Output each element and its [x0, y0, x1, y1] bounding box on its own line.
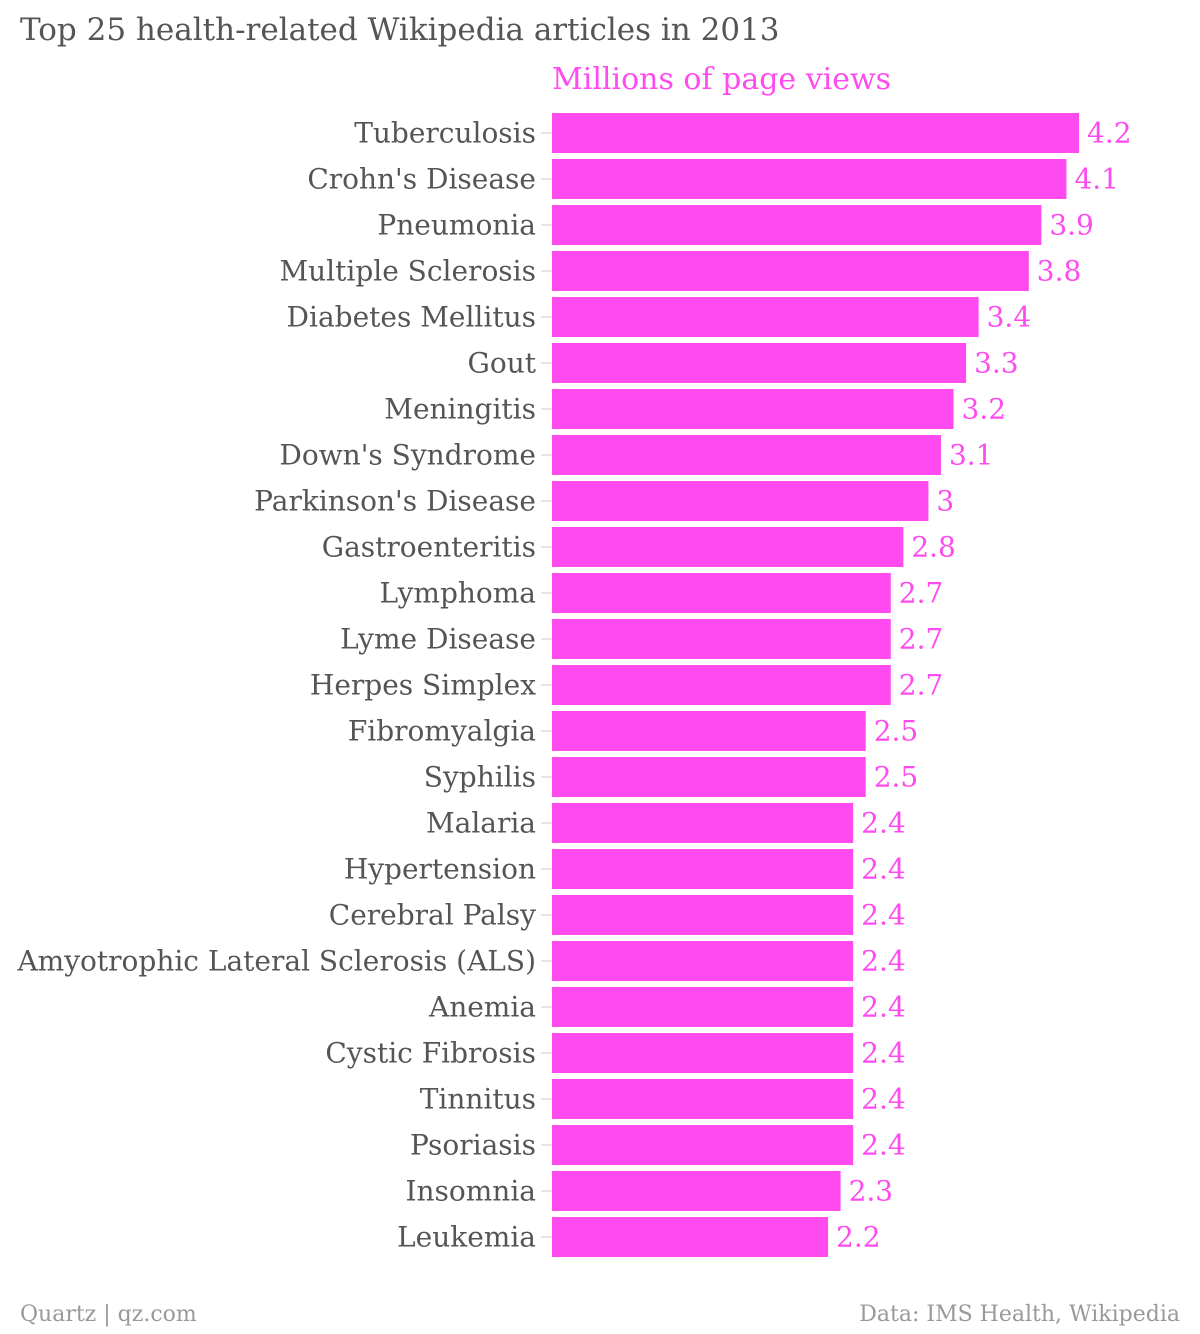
value-label: 2.7 — [899, 623, 944, 656]
bar — [552, 389, 954, 429]
bar — [552, 941, 854, 981]
bar — [552, 527, 904, 567]
bar — [552, 435, 941, 475]
bar — [552, 1125, 854, 1165]
value-label: 3.4 — [987, 301, 1032, 334]
value-label: 2.4 — [861, 991, 906, 1024]
value-label: 2.4 — [861, 853, 906, 886]
category-label: Cerebral Palsy — [329, 899, 536, 932]
chart-title: Top 25 health-related Wikipedia articles… — [20, 12, 780, 48]
bar-chart: Tuberculosis 4.2 Crohn's Disease 4.1 Pneumon… — [16, 113, 1132, 1257]
bar — [552, 343, 967, 383]
bar — [552, 619, 891, 659]
bar — [552, 251, 1029, 291]
value-label: 4.1 — [1074, 163, 1119, 196]
bar — [552, 987, 854, 1027]
value-label: 2.8 — [911, 531, 956, 564]
value-label: 2.4 — [861, 899, 906, 932]
category-label: Gout — [467, 347, 536, 380]
category-label: Cystic Fibrosis — [325, 1037, 536, 1070]
category-label: Hypertension — [344, 853, 536, 886]
category-label: Lyme Disease — [340, 623, 536, 656]
bar — [552, 1079, 854, 1119]
bar — [552, 159, 1067, 199]
value-label: 2.5 — [874, 715, 919, 748]
category-label: Herpes Simplex — [310, 669, 536, 702]
bar — [552, 849, 854, 889]
bar — [552, 665, 891, 705]
category-label: Parkinson's Disease — [254, 485, 536, 518]
category-label: Tinnitus — [420, 1083, 536, 1116]
category-label: Syphilis — [424, 761, 536, 794]
value-label: 2.4 — [861, 1037, 906, 1070]
bar — [552, 297, 979, 337]
value-label: 3.9 — [1049, 209, 1094, 242]
category-label: Psoriasis — [410, 1129, 536, 1162]
category-label: Gastroenteritis — [322, 531, 536, 564]
value-label: 2.4 — [861, 1129, 906, 1162]
series-label: Millions of page views — [552, 62, 892, 97]
bar — [552, 1217, 829, 1257]
category-label: Pneumonia — [377, 209, 536, 242]
bar — [552, 573, 891, 613]
bar — [552, 1171, 841, 1211]
value-label: 2.3 — [849, 1175, 894, 1208]
value-label: 3.2 — [962, 393, 1007, 426]
category-label: Meningitis — [384, 393, 536, 426]
footer-source: Data: IMS Health, Wikipedia — [859, 1302, 1180, 1327]
category-label: Crohn's Disease — [307, 163, 536, 196]
value-label: 2.7 — [899, 669, 944, 702]
category-label: Amyotrophic Lateral Sclerosis (ALS) — [16, 945, 536, 978]
category-label: Fibromyalgia — [348, 715, 536, 748]
bar — [552, 205, 1042, 245]
bar — [552, 113, 1079, 153]
value-label: 3.3 — [974, 347, 1019, 380]
bar — [552, 803, 854, 843]
bar — [552, 895, 854, 935]
value-label: 2.7 — [899, 577, 944, 610]
bar — [552, 757, 866, 797]
category-label: Down's Syndrome — [279, 439, 536, 472]
value-label: 2.2 — [836, 1221, 881, 1254]
value-label: 2.5 — [874, 761, 919, 794]
category-label: Multiple Sclerosis — [279, 255, 536, 288]
category-label: Diabetes Mellitus — [287, 301, 536, 334]
category-label: Insomnia — [405, 1175, 536, 1208]
category-label: Lymphoma — [379, 577, 536, 610]
category-label: Malaria — [426, 807, 536, 840]
category-label: Anemia — [428, 991, 536, 1024]
value-label: 2.4 — [861, 807, 906, 840]
value-label: 3 — [936, 485, 954, 518]
value-label: 4.2 — [1087, 117, 1132, 150]
value-label: 2.4 — [861, 1083, 906, 1116]
bar — [552, 481, 929, 521]
value-label: 3.1 — [949, 439, 994, 472]
value-label: 3.8 — [1037, 255, 1082, 288]
footer-credit: Quartz | qz.com — [20, 1302, 197, 1327]
value-label: 2.4 — [861, 945, 906, 978]
bar — [552, 1033, 854, 1073]
bar — [552, 711, 866, 751]
category-label: Leukemia — [397, 1221, 536, 1254]
category-label: Tuberculosis — [354, 117, 536, 150]
